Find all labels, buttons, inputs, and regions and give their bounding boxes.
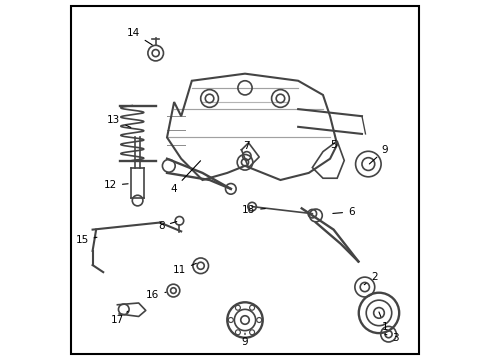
Text: 16: 16 <box>146 290 166 300</box>
Text: 11: 11 <box>173 263 196 275</box>
Text: 8: 8 <box>158 221 177 231</box>
Text: 3: 3 <box>385 333 399 343</box>
Text: 7: 7 <box>244 141 250 151</box>
Text: 5: 5 <box>330 140 337 149</box>
Text: 15: 15 <box>75 235 97 245</box>
Text: 12: 12 <box>104 180 128 190</box>
Text: 9: 9 <box>369 145 388 164</box>
Text: 6: 6 <box>333 207 355 217</box>
Text: 13: 13 <box>107 115 131 127</box>
Text: 18: 18 <box>242 205 265 215</box>
Text: 9: 9 <box>242 333 248 347</box>
Text: 14: 14 <box>127 28 152 45</box>
Text: 17: 17 <box>111 311 128 325</box>
Text: 4: 4 <box>171 161 200 194</box>
Text: 2: 2 <box>364 273 378 285</box>
Text: 1: 1 <box>379 312 388 332</box>
